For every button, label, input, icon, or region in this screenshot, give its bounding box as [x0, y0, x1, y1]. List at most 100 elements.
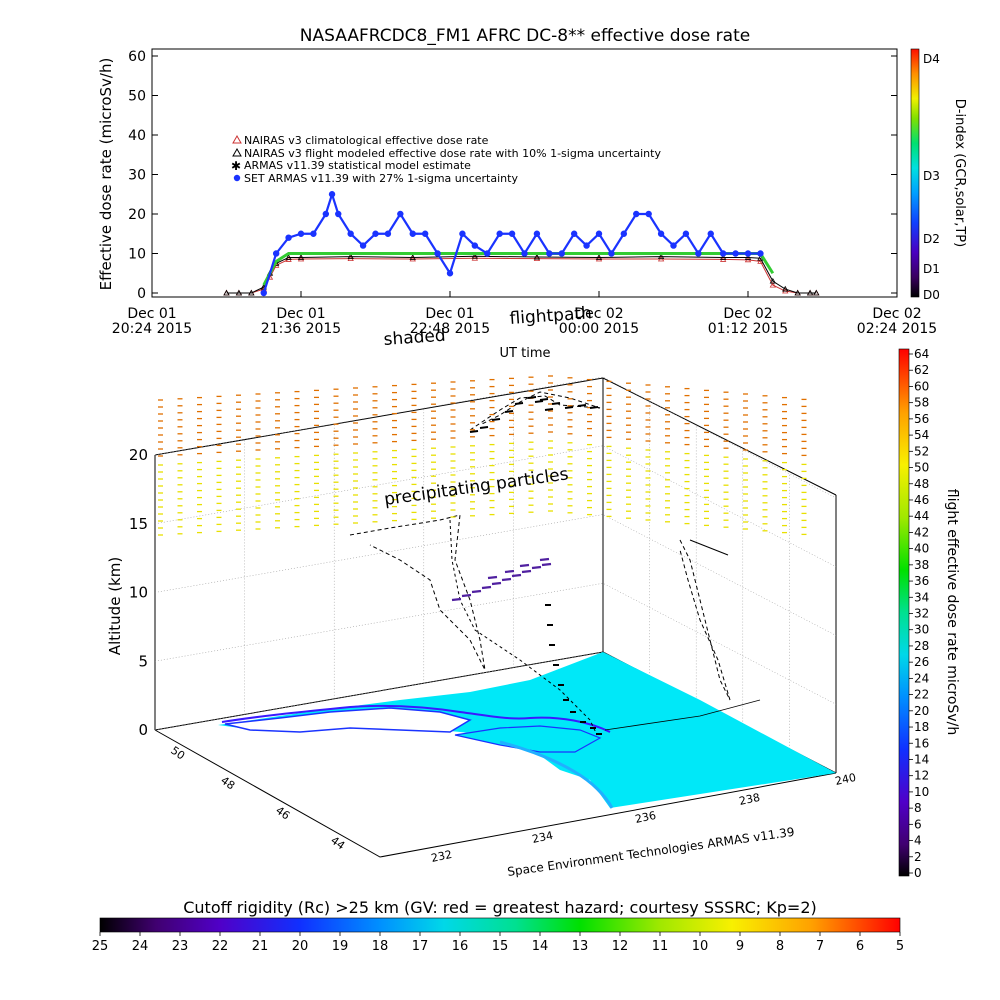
series-point-set-armas [508, 230, 516, 237]
top-x-tick-time: 20:24 2015 [112, 321, 192, 337]
dose-marker [514, 402, 524, 405]
top-y-axis-label: Effective dose rate (microSv/h) [97, 58, 115, 291]
dose-colorbar-tick-label: 54 [914, 428, 929, 442]
series-point-set-armas [384, 230, 392, 237]
altitude-tick-label: 20 [129, 446, 148, 464]
legend-label-armas-statistical: ARMAS v11.39 statistical model estimate [244, 159, 471, 172]
legend-marker-armas-statistical: ✱ [231, 159, 241, 173]
dose-marker [521, 569, 532, 574]
land-edge-trace [499, 740, 614, 809]
dose-marker [451, 597, 462, 602]
series-point-set-armas [670, 242, 677, 249]
longitude-tick-238: 238 [738, 791, 761, 808]
coast-land-region [224, 707, 472, 733]
series-point-nairas-flight [657, 253, 665, 260]
dose-marker [504, 569, 515, 574]
dose-marker [491, 418, 501, 421]
rc-tick-label: 20 [292, 939, 309, 954]
series-point-set-armas [583, 242, 590, 249]
series-point-set-armas [434, 250, 441, 257]
dose-colorbar-tick-label: 6 [914, 817, 922, 831]
rc-tick-label: 7 [816, 939, 824, 954]
d-index-tick-d3: D3 [923, 169, 940, 183]
series-line-set-armas [262, 190, 761, 294]
series-point-nairas-climatological [769, 281, 777, 288]
longitude-tick-240: 240 [834, 771, 857, 788]
dose-colorbar-tick-label: 48 [914, 477, 929, 491]
altitude-axis-label: Altitude (km) [106, 557, 124, 655]
rc-tick-label: 8 [776, 939, 784, 954]
top-chart-title: NASAAFRCDC8_FM1 AFRC DC-8** effective do… [300, 26, 750, 46]
rc-tick-label: 12 [612, 939, 629, 954]
cutoff-rigidity-colorbar [99, 917, 901, 933]
series-point-set-armas [359, 242, 367, 249]
series-point-nairas-flight [806, 289, 814, 296]
dose-marker [527, 396, 537, 399]
series-point-set-armas [297, 230, 305, 237]
legend-marker-nairas-flight [232, 147, 242, 157]
series-point-set-armas [446, 270, 454, 277]
series-point-nairas-flight [813, 289, 820, 296]
dose-colorbar-tick-label: 4 [914, 834, 922, 848]
series-point-set-armas [496, 230, 503, 237]
top-plot-frame [151, 48, 898, 298]
d-index-ticks: D4 D3 D2 D1 D0 [923, 52, 940, 302]
legend-marker-nairas-climatological [232, 134, 242, 144]
dose-colorbar-tick-label: 42 [914, 525, 929, 539]
rc-tick-label: 13 [572, 939, 589, 954]
rc-tick-label: 14 [532, 939, 549, 954]
dose-colorbar-tick-label: 58 [914, 396, 929, 410]
dose-colorbar-tick-label: 0 [914, 866, 922, 880]
series-point-set-armas [484, 250, 491, 257]
rc-tick-label: 6 [856, 939, 864, 954]
flightpath-shadow-right-wall [679, 539, 731, 701]
dose-marker [541, 562, 552, 567]
series-point-set-armas [421, 230, 429, 237]
top-y-axis: 0 10 20 30 40 50 60 [128, 49, 897, 302]
rc-tick-label: 5 [896, 939, 904, 954]
rc-tick-label: 23 [172, 939, 189, 954]
series-point-set-armas [533, 230, 541, 237]
top-x-axis-label: UT time [500, 346, 551, 361]
series-point-nairas-climatological [297, 255, 305, 262]
dose-colorbar-tick-label: 38 [914, 558, 929, 572]
series-point-set-armas [657, 230, 665, 237]
series-point-set-armas [471, 242, 479, 249]
rc-tick-label: 22 [212, 939, 229, 954]
series-point-set-armas [372, 230, 379, 237]
series-point-nairas-flight [782, 285, 789, 292]
series-point-nairas-flight [794, 289, 801, 296]
legend-entry-nairas-flight: NAIRAS v3 flight modeled effective dose … [232, 147, 661, 160]
series-point-set-armas [397, 210, 404, 218]
series-point-nairas-flight [769, 277, 777, 284]
series-point-nairas-flight [248, 289, 255, 296]
series-point-set-armas [459, 230, 466, 237]
top-x-tick-time: 22:48 2015 [410, 321, 490, 337]
longitude-tick-236: 236 [634, 809, 657, 826]
rc-tick-label: 17 [412, 939, 429, 954]
top-y-tick-label: 20 [128, 207, 146, 223]
series-point-nairas-flight [297, 254, 305, 260]
dose-colorbar-tick-label: 64 [914, 347, 929, 361]
top-legend: NAIRAS v3 climatological effective dose … [231, 134, 661, 185]
series-line-nairas-flight [226, 255, 817, 294]
dose-marker [511, 573, 522, 578]
dose-marker [539, 398, 549, 401]
dose-marker [564, 406, 574, 409]
series-point-set-armas [558, 250, 565, 257]
dose-marker [501, 577, 512, 582]
dose-marker [471, 589, 482, 594]
top-x-tick-time: 02:24 2015 [857, 321, 937, 337]
d-index-tick-d0: D0 [923, 288, 940, 302]
legend-marker-set-armas [233, 174, 241, 182]
series-point-nairas-climatological [533, 255, 541, 262]
top-x-tick-day: Dec 01 [127, 306, 176, 322]
dose-marker [481, 585, 492, 590]
series-point-set-armas [744, 250, 752, 257]
series-point-set-armas [409, 230, 416, 237]
dose-colorbar-tick-label: 46 [914, 493, 929, 507]
dose-marker [534, 400, 544, 403]
altitude-gridline [154, 445, 837, 567]
